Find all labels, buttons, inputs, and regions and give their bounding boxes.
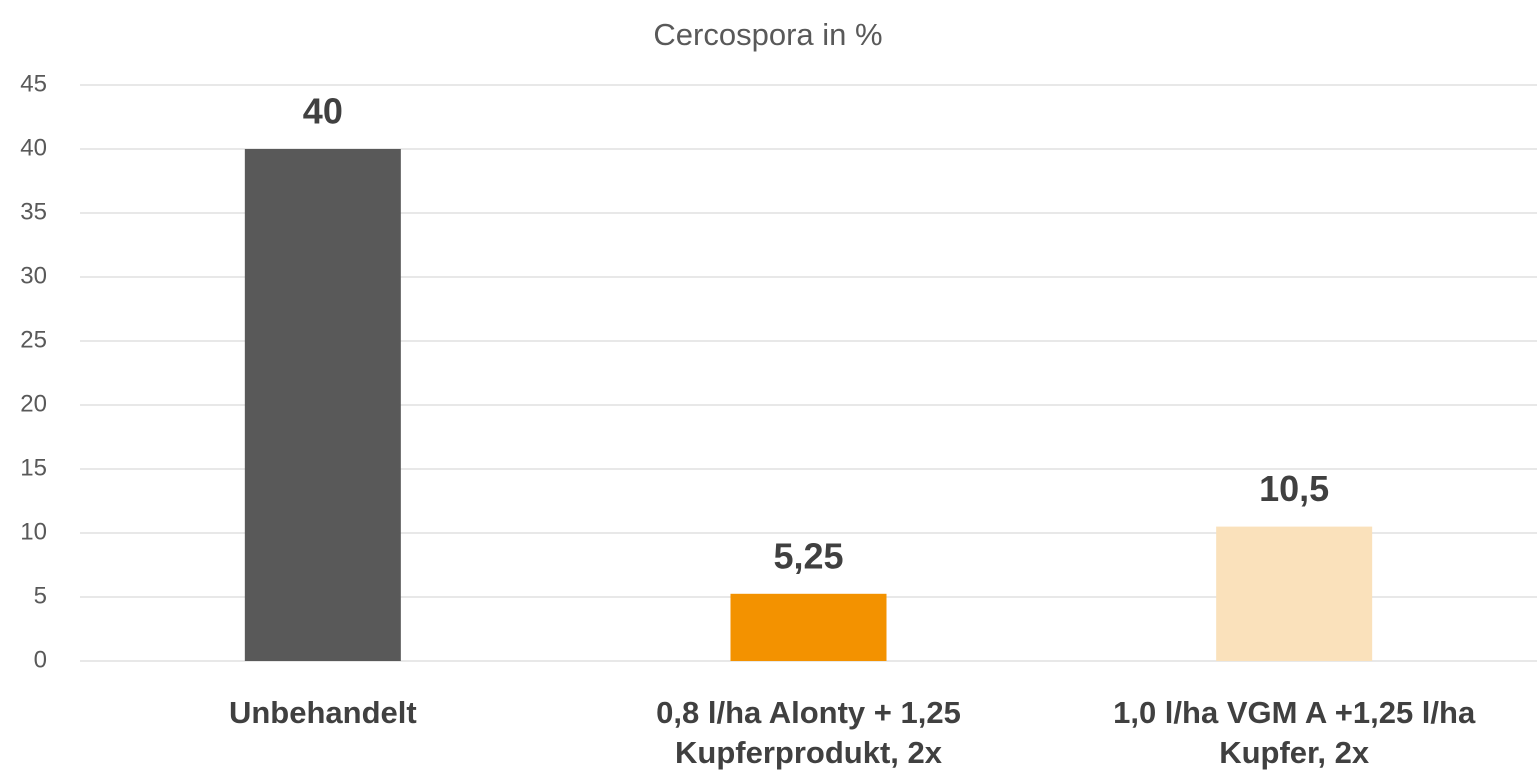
y-tick-label: 10 [20, 518, 47, 545]
bar [244, 149, 401, 661]
y-tick-label: 40 [20, 134, 47, 161]
y-tick-label: 0 [34, 646, 47, 673]
y-tick-label: 30 [20, 262, 47, 289]
chart-title: Cercospora in % [653, 17, 882, 52]
value-label: 40 [303, 91, 343, 132]
y-tick-label: 45 [20, 70, 47, 97]
y-tick-label: 20 [20, 390, 47, 417]
y-tick-label: 15 [20, 454, 47, 481]
x-tick-label: 0,8 l/ha Alonty + 1,25 Kupferprodukt, 2x [656, 695, 961, 770]
value-label: 10,5 [1259, 468, 1329, 509]
x-tick-label: Unbehandelt [228, 695, 417, 730]
y-tick-label: 35 [20, 198, 47, 225]
y-tick-label: 25 [20, 326, 47, 353]
value-label: 5,25 [773, 535, 843, 576]
bar [1216, 526, 1373, 661]
x-tick-label: 1,0 l/ha VGM A +1,25 l/ha Kupfer, 2x [1113, 695, 1476, 770]
y-tick-label: 5 [34, 582, 47, 609]
bar [730, 593, 887, 661]
